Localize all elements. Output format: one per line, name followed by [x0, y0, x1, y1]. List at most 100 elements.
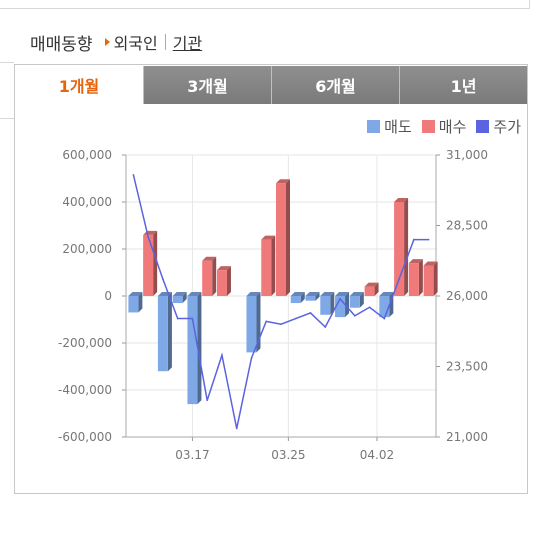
legend-sell-label: 매도: [384, 118, 412, 136]
sell-bar-top: [379, 292, 394, 296]
sell-bar-side: [345, 292, 350, 318]
price-point: [147, 235, 149, 238]
y-left-tick-label: 600,000: [62, 148, 112, 162]
sell-bar-top: [305, 292, 320, 296]
top-border: [0, 0, 530, 9]
price-point: [309, 312, 312, 314]
sell-bar-top: [320, 292, 335, 296]
price-point: [398, 278, 400, 280]
y-left-tick-label: -200,000: [58, 336, 112, 350]
sell-bar-top: [246, 292, 261, 296]
buy-bar-side: [374, 282, 379, 296]
tab-3-months[interactable]: 3개월: [143, 66, 271, 104]
legend-price: 주가: [476, 116, 521, 137]
legend-price-swatch: [476, 120, 490, 133]
tab-6-months[interactable]: 6개월: [271, 66, 399, 104]
sell-bar-top: [349, 292, 364, 296]
left-divider: [0, 62, 14, 63]
buy-bar: [202, 260, 213, 296]
sell-bar-top: [290, 292, 305, 296]
buy-bar: [364, 286, 375, 296]
sell-bar: [172, 296, 183, 304]
sell-bar-side: [197, 292, 202, 405]
buy-bar: [423, 265, 434, 296]
buy-bar-top: [261, 235, 276, 240]
sell-bar: [320, 296, 331, 315]
tab-1-year[interactable]: 1년: [399, 66, 527, 104]
legend-buy-swatch: [421, 120, 435, 133]
sell-bar: [246, 296, 257, 353]
buy-bar-side: [418, 259, 423, 296]
y-right-tick-label: 31,000: [446, 148, 488, 162]
buy-bar-side: [433, 261, 438, 296]
price-point: [221, 354, 223, 357]
sell-bar-side: [182, 292, 187, 304]
sell-bar: [379, 296, 390, 318]
price-point: [368, 306, 371, 309]
buy-bar-top: [202, 256, 217, 261]
buy-bar-top: [408, 259, 423, 264]
y-left-tick-label: -400,000: [58, 383, 112, 397]
buy-bar-top: [364, 282, 379, 287]
buy-bar-top: [276, 179, 290, 184]
x-tick-label: 03.25: [271, 448, 305, 462]
left-divider-2: [0, 118, 14, 119]
y-left-tick-label: 0: [104, 289, 112, 303]
sell-bar-side: [330, 292, 335, 315]
section-title: 매매동향: [30, 34, 93, 55]
sell-bar-side: [167, 292, 172, 372]
legend-sell-swatch: [367, 120, 381, 133]
x-tick-label: 04.02: [360, 448, 394, 462]
price-point: [176, 317, 179, 320]
buy-bar: [408, 263, 419, 296]
price-point: [280, 323, 282, 326]
buy-bar-side: [212, 256, 217, 296]
buy-bar-side: [226, 266, 231, 296]
buy-bar-side: [271, 235, 276, 296]
price-point: [324, 326, 327, 328]
buy-bar-top: [423, 261, 438, 266]
foreign-link[interactable]: 외국인: [104, 30, 158, 54]
price-point: [427, 238, 430, 241]
y-right-tick-label: 26,000: [446, 289, 488, 303]
y-left-tick-label: -600,000: [58, 430, 112, 444]
legend-buy-label: 매수: [438, 118, 467, 136]
sell-bar-side: [138, 292, 143, 313]
price-point: [132, 173, 135, 176]
sell-bar-side: [359, 292, 364, 308]
price-point: [354, 314, 356, 317]
price-point: [191, 317, 194, 320]
chart-legend: 매도 매수 주가: [357, 116, 521, 137]
buy-bar-top: [216, 266, 231, 271]
sell-bar-top: [335, 292, 350, 296]
y-right-tick-label: 28,500: [446, 219, 488, 233]
institution-link[interactable]: 기관: [172, 34, 203, 53]
sell-bar: [290, 296, 301, 304]
foreign-link-label: 외국인: [113, 34, 158, 53]
triangle-right-icon: [104, 38, 110, 46]
sell-bar: [157, 296, 168, 372]
link-separator: [164, 34, 166, 50]
sell-bar-side: [315, 292, 320, 301]
legend-price-label: 주가: [493, 118, 521, 136]
x-tick-label: 03.17: [175, 448, 209, 462]
legend-buy: 매수: [421, 116, 467, 137]
price-point: [294, 317, 297, 320]
buy-bar: [143, 234, 154, 296]
y-right-tick-label: 23,500: [446, 360, 488, 374]
buy-bar-side: [153, 230, 158, 296]
y-left-tick-label: 400,000: [62, 195, 112, 209]
price-point: [383, 317, 386, 320]
sell-bar: [128, 296, 139, 313]
y-left-tick-label: 200,000: [62, 242, 112, 256]
tab-1-month[interactable]: 1개월: [15, 66, 143, 104]
legend-sell: 매도: [367, 116, 412, 137]
sell-bar: [187, 296, 198, 405]
buy-bar: [394, 202, 405, 296]
sell-bar: [349, 296, 360, 308]
trading-trend-header: 매매동향 외국인 기관: [30, 28, 202, 56]
sell-bar: [335, 296, 346, 318]
buy-bar-side: [404, 198, 409, 296]
buy-bar-side: [286, 179, 290, 296]
